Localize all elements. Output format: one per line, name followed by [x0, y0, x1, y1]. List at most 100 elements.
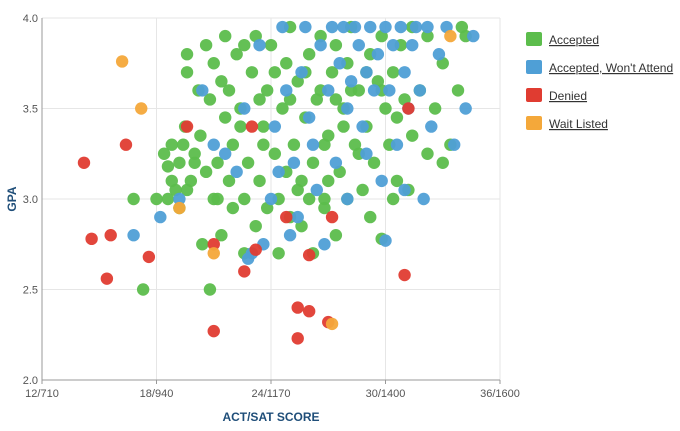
- data-point-accepted: [268, 147, 282, 160]
- data-point-accepted: [329, 38, 343, 52]
- data-point-accepted: [226, 201, 240, 215]
- data-point-accepted: [196, 238, 209, 251]
- data-point-denied: [402, 102, 415, 115]
- data-point-accepted-won-t-attend: [348, 20, 362, 34]
- data-point-accepted-won-t-attend: [394, 20, 407, 34]
- data-point-accepted: [287, 138, 301, 151]
- data-point-accepted: [257, 138, 270, 151]
- y-tick-label: 3.5: [23, 104, 38, 116]
- data-point-accepted: [238, 38, 251, 52]
- data-point-accepted-won-t-attend: [425, 120, 438, 133]
- data-point-accepted-won-t-attend: [432, 48, 446, 61]
- data-point-accepted: [203, 283, 217, 296]
- data-point-accepted: [194, 129, 207, 142]
- data-point-accepted-won-t-attend: [295, 66, 308, 79]
- data-point-accepted: [291, 183, 304, 197]
- data-point-accepted: [406, 129, 419, 142]
- y-tick-label: 2.0: [23, 375, 38, 387]
- data-point-accepted-won-t-attend: [283, 229, 297, 242]
- data-point-denied: [100, 272, 114, 285]
- x-tick-label: 12/710: [25, 388, 59, 400]
- data-point-denied: [249, 243, 262, 256]
- data-point-accepted-won-t-attend: [219, 147, 232, 160]
- data-point-denied: [302, 305, 316, 318]
- data-point-accepted-won-t-attend: [299, 20, 312, 34]
- data-point-wait-listed: [207, 247, 220, 260]
- data-point-accepted: [306, 156, 320, 169]
- data-point-wait-listed: [173, 201, 186, 215]
- data-point-accepted-won-t-attend: [375, 174, 388, 188]
- data-point-accepted: [127, 192, 140, 206]
- x-axis-title: ACT/SAT SCORE: [222, 410, 319, 424]
- data-point-accepted: [253, 93, 266, 106]
- data-point-accepted: [318, 201, 331, 215]
- data-point-accepted: [367, 156, 381, 169]
- data-point-denied: [280, 210, 293, 224]
- data-point-accepted: [161, 160, 175, 173]
- data-point-accepted: [180, 66, 194, 79]
- data-point-accepted: [260, 84, 274, 97]
- data-point-accepted-won-t-attend: [196, 84, 209, 97]
- data-point-accepted: [272, 247, 285, 260]
- y-tick-label: 2.5: [23, 285, 38, 297]
- data-point-accepted: [329, 93, 343, 106]
- data-point-accepted-won-t-attend: [314, 38, 327, 52]
- data-point-accepted: [421, 147, 434, 160]
- legend-label-accepted: Accepted: [549, 33, 599, 47]
- data-point-accepted: [390, 111, 404, 124]
- data-point-accepted: [188, 156, 201, 169]
- legend: Accepted Accepted, Won't Attend Denied Wait…: [526, 32, 673, 131]
- data-point-denied: [245, 120, 259, 133]
- data-point-accepted: [379, 102, 392, 115]
- data-point-accepted: [455, 20, 469, 34]
- x-tick-label: 36/1600: [480, 388, 520, 400]
- data-point-accepted-won-t-attend: [306, 138, 320, 151]
- data-point-wait-listed: [325, 317, 339, 331]
- axis-layer: 2.0 2.5 3.0 3.5 4.0 12/710 18/940 24/1170 30/140…: [5, 13, 520, 424]
- data-point-accepted: [207, 57, 220, 70]
- data-point-denied: [207, 324, 220, 338]
- data-point-wait-listed: [444, 29, 457, 43]
- data-point-accepted-won-t-attend: [127, 229, 140, 242]
- data-point-accepted: [318, 138, 331, 151]
- data-point-accepted-won-t-attend: [417, 192, 430, 206]
- data-point-accepted: [276, 102, 289, 115]
- data-point-accepted: [215, 75, 228, 88]
- data-point-accepted: [245, 66, 259, 79]
- data-point-accepted-won-t-attend: [173, 192, 186, 206]
- data-point-accepted: [318, 192, 331, 206]
- data-point-accepted-won-t-attend: [154, 210, 167, 224]
- data-point-accepted-won-t-attend: [356, 120, 369, 133]
- data-point-accepted-won-t-attend: [421, 20, 434, 34]
- points-layer: [77, 20, 480, 345]
- data-point-accepted-won-t-attend: [302, 111, 316, 124]
- data-point-accepted-won-t-attend: [344, 75, 358, 88]
- data-point-accepted: [268, 66, 282, 79]
- data-point-accepted: [337, 120, 350, 133]
- data-point-accepted: [199, 38, 213, 52]
- data-point-accepted: [390, 174, 404, 188]
- data-point-accepted: [211, 156, 224, 169]
- data-point-accepted-won-t-attend: [291, 210, 304, 224]
- data-point-accepted-won-t-attend: [329, 156, 343, 169]
- data-point-accepted-won-t-attend: [398, 66, 411, 79]
- data-point-accepted-won-t-attend: [287, 156, 301, 169]
- legend-label-accepted-won-t-attend: Accepted, Won't Attend: [549, 61, 673, 75]
- data-point-denied: [142, 250, 156, 264]
- data-point-denied: [291, 301, 304, 314]
- data-point-accepted-won-t-attend: [341, 192, 354, 206]
- data-point-denied: [238, 265, 251, 278]
- legend-swatch-denied: [526, 88, 542, 102]
- data-point-accepted: [344, 84, 358, 97]
- data-point-accepted: [161, 192, 175, 206]
- data-point-accepted: [421, 29, 434, 43]
- data-point-accepted-won-t-attend: [268, 120, 282, 133]
- data-point-accepted-won-t-attend: [333, 57, 346, 70]
- data-point-denied: [325, 210, 339, 224]
- data-point-denied: [85, 232, 98, 246]
- data-point-accepted-won-t-attend: [379, 20, 392, 34]
- data-point-accepted: [428, 102, 442, 115]
- data-point-accepted: [203, 93, 217, 106]
- data-point-accepted: [188, 147, 201, 160]
